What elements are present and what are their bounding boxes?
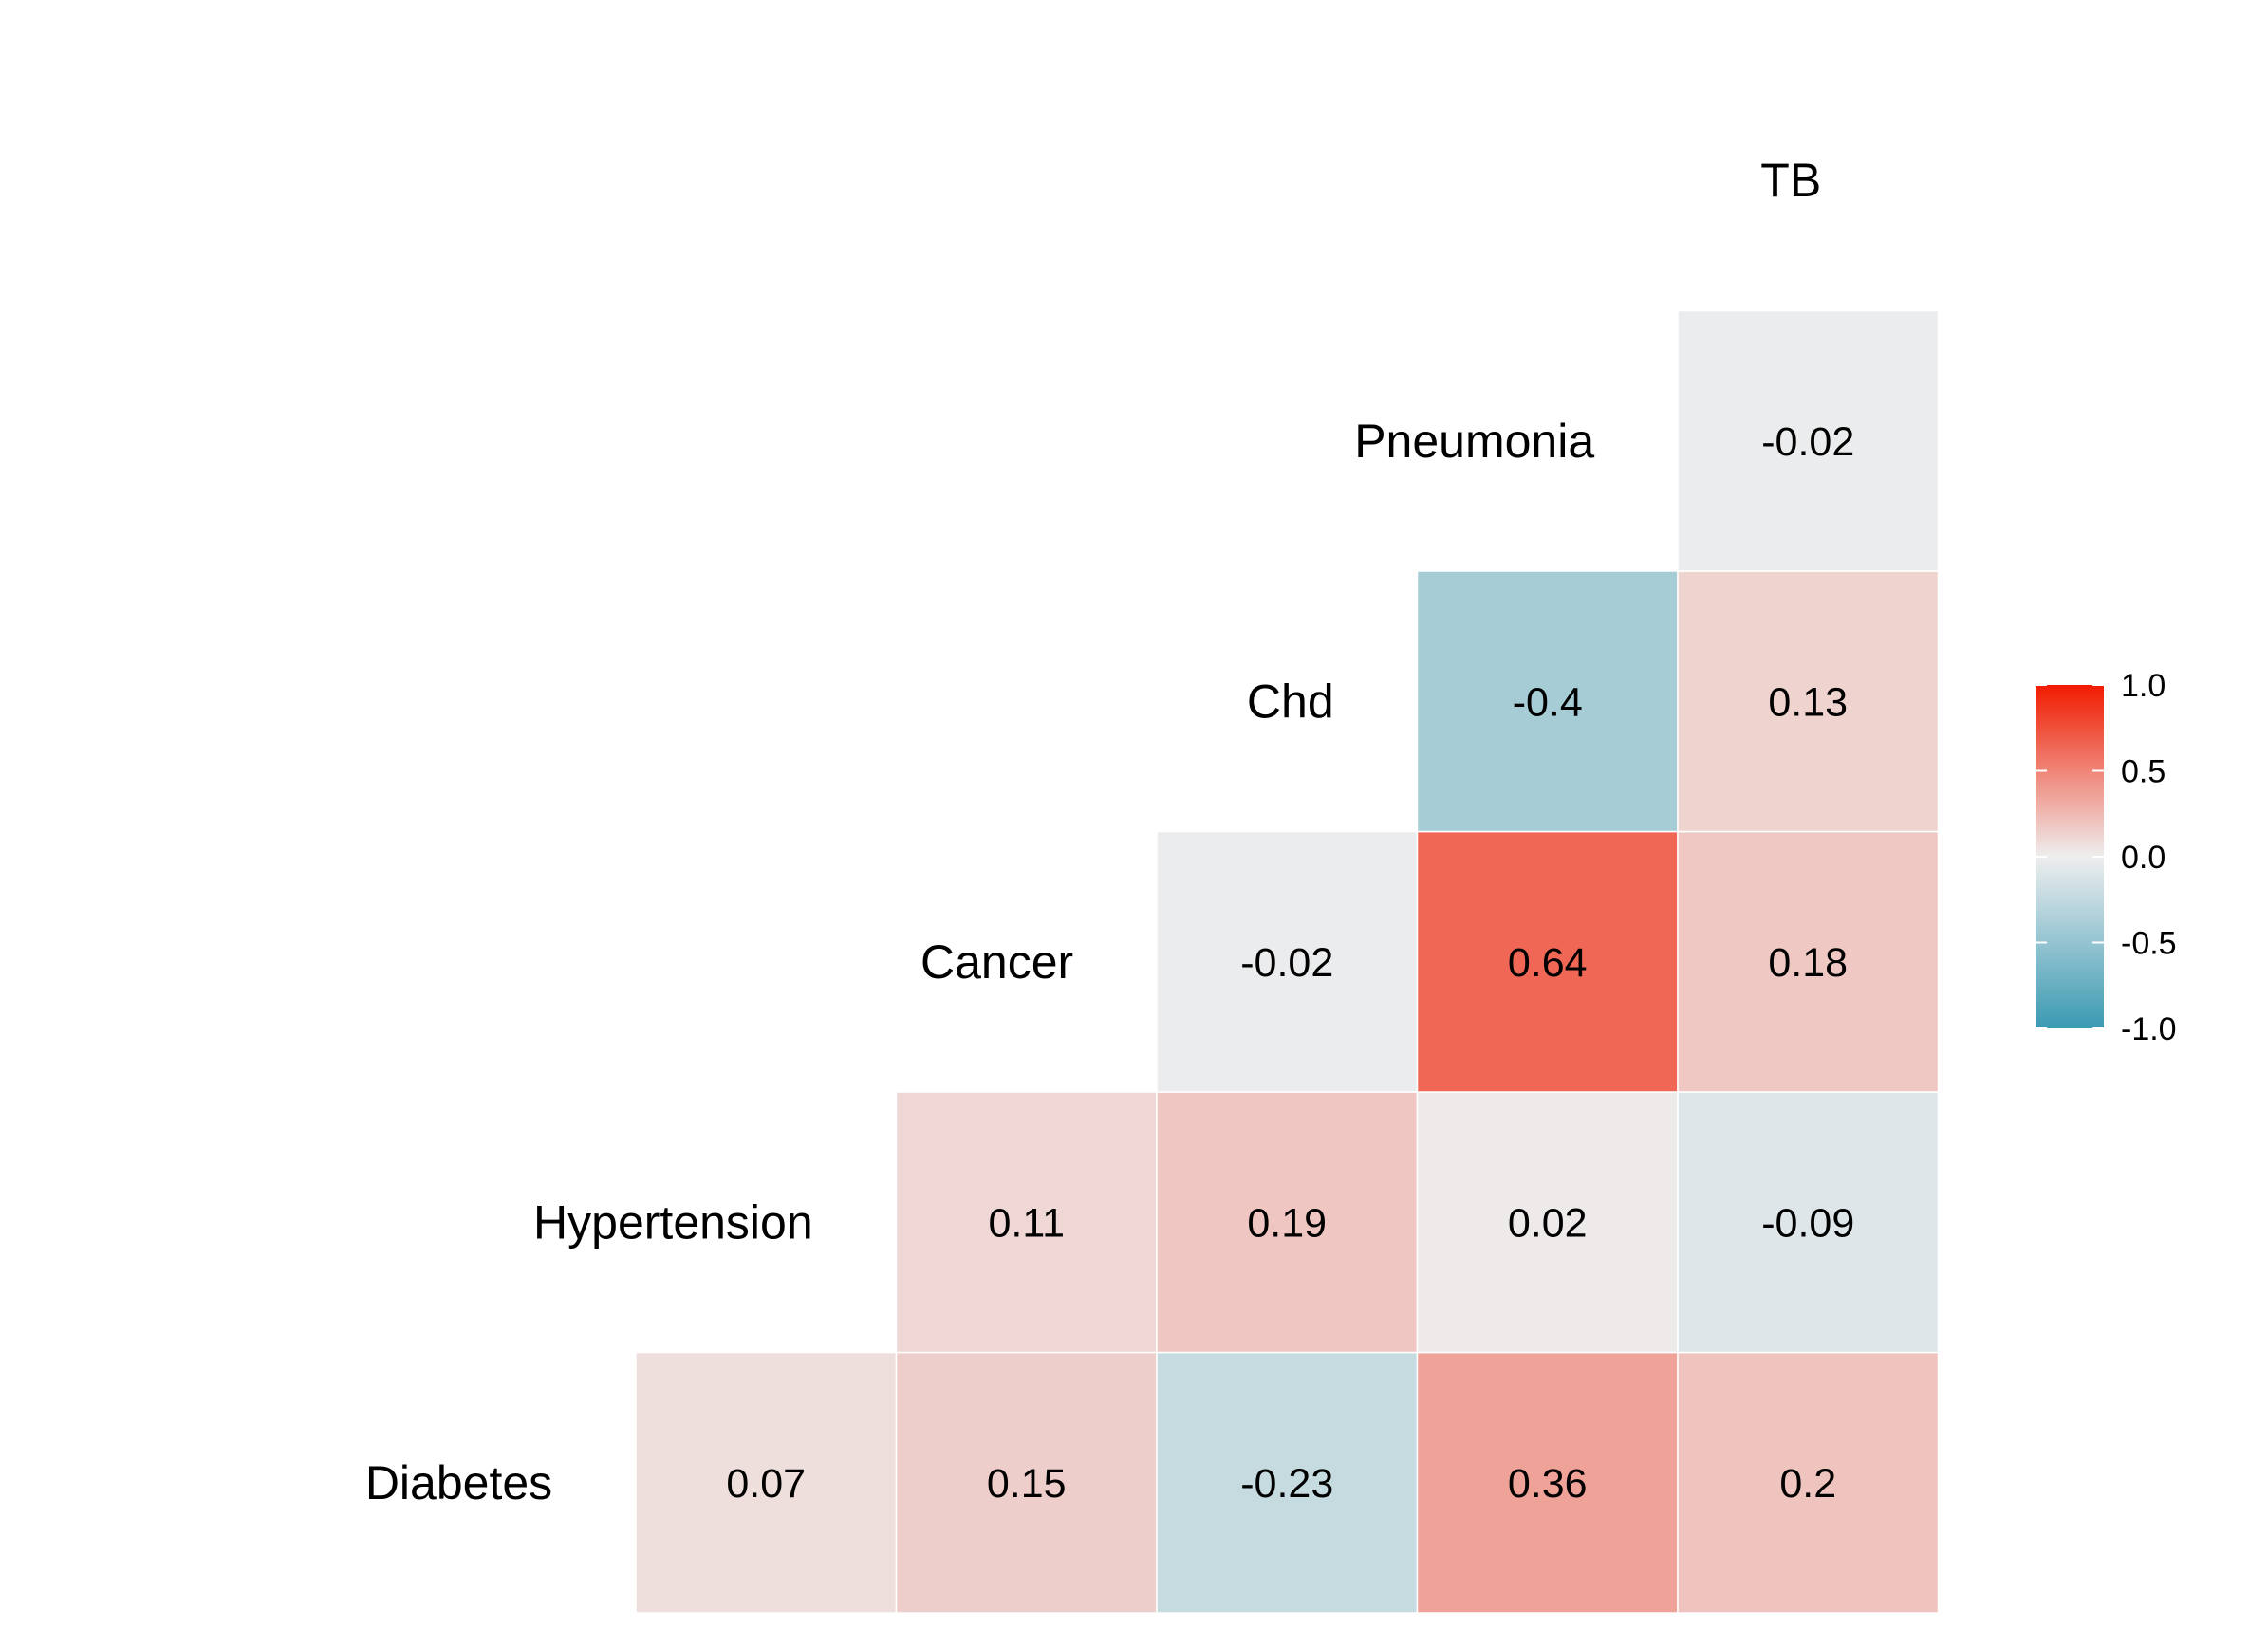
variable-label-cancer: Cancer [920, 935, 1073, 989]
cell-value-pneumonia-tb: -0.02 [1761, 419, 1854, 465]
cell-value-chd-pneumonia: -0.4 [1513, 679, 1583, 725]
variable-label-chd: Chd [1247, 675, 1334, 728]
cell-hypertension-cancer [895, 1091, 1158, 1354]
legend-tick-label: -0.5 [2121, 926, 2177, 962]
cell-value-diabetes-cancer: 0.15 [987, 1461, 1067, 1507]
cell-value-cancer-chd: -0.02 [1240, 940, 1333, 986]
cell-value-hypertension-cancer: 0.11 [989, 1200, 1066, 1246]
legend-tick-label: 0.5 [2121, 754, 2166, 790]
cell-hypertension-pneumonia [1416, 1091, 1679, 1354]
cells-layer: 0.07 0.15 -0.23 0.36 0.2 0.11 0.19 0.02 -0.09 -0.… [635, 309, 1940, 1614]
cell-value-diabetes-pneumonia: 0.36 [1508, 1461, 1588, 1507]
legend-tick-label: 0.0 [2121, 840, 2166, 876]
cell-cancer-chd [1156, 830, 1419, 1093]
legend-tick-label: -1.0 [2121, 1011, 2177, 1047]
cell-value-chd-tb: 0.13 [1768, 679, 1848, 725]
cell-value-diabetes-chd: -0.23 [1240, 1461, 1333, 1507]
cell-hypertension-tb [1677, 1091, 1940, 1354]
variable-label-hypertension: Hypertension [533, 1195, 813, 1249]
cell-diabetes-hypertension [635, 1351, 898, 1614]
cell-hypertension-chd [1156, 1091, 1419, 1354]
cell-value-diabetes-tb: 0.2 [1779, 1461, 1836, 1507]
color-legend: 1.0 0.5 0.0 -0.5 -1.0 [2036, 668, 2177, 1047]
cell-diabetes-pneumonia [1416, 1351, 1679, 1614]
variable-label-diabetes: Diabetes [365, 1456, 552, 1509]
cell-value-hypertension-tb: -0.09 [1761, 1200, 1854, 1246]
cell-value-hypertension-chd: 0.19 [1247, 1200, 1327, 1246]
cell-chd-pneumonia [1416, 570, 1679, 833]
legend-tick-label: 1.0 [2121, 668, 2166, 704]
cell-value-cancer-pneumonia: 0.64 [1508, 940, 1588, 986]
cell-diabetes-tb [1677, 1351, 1940, 1614]
variable-label-tb: TB [1760, 154, 1821, 207]
variable-label-pneumonia: Pneumonia [1354, 415, 1594, 468]
cell-value-diabetes-hypertension: 0.07 [726, 1461, 806, 1507]
cell-cancer-tb [1677, 830, 1940, 1093]
cell-pneumonia-tb [1677, 309, 1940, 572]
cell-diabetes-cancer [895, 1351, 1158, 1614]
cell-value-hypertension-pneumonia: 0.02 [1508, 1200, 1588, 1246]
variable-labels-layer: Diabetes Hypertension Cancer Chd Pneumonia TB [365, 154, 1821, 1509]
cell-value-cancer-tb: 0.18 [1768, 940, 1848, 986]
